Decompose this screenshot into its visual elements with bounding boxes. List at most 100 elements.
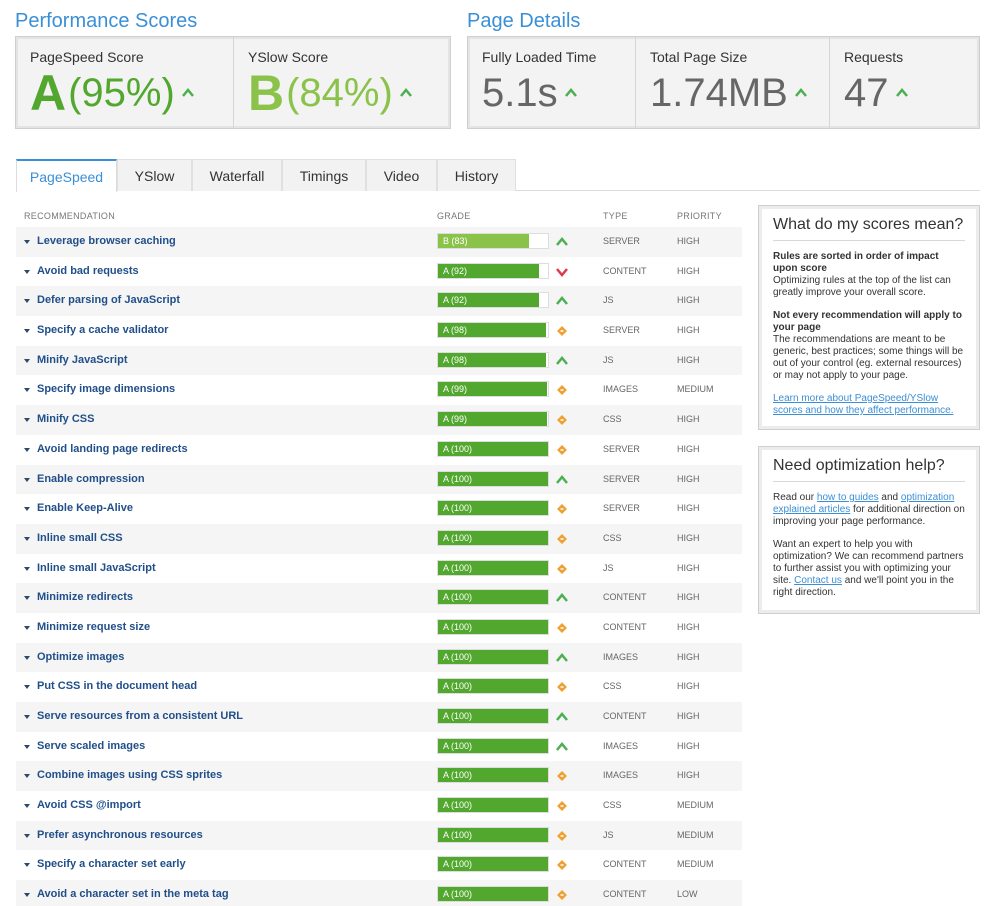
trend-up-icon [556, 741, 568, 751]
recommendation-row[interactable]: Enable Keep-Alive A (100) SERVER HIGH [16, 494, 742, 524]
recommendation-name[interactable]: Specify a cache validator [37, 324, 169, 337]
expand-caret-icon[interactable] [24, 655, 30, 660]
recommendation-name[interactable]: Inline small JavaScript [37, 561, 156, 574]
recommendation-name[interactable]: Specify a character set early [37, 858, 186, 871]
recommendation-row[interactable]: Combine images using CSS sprites A (100) I… [16, 761, 742, 792]
expand-caret-icon[interactable] [24, 507, 30, 512]
recommendation-name[interactable]: Serve scaled images [37, 739, 146, 752]
expand-caret-icon[interactable] [24, 596, 30, 601]
recommendation-row[interactable]: Serve resources from a consistent URL A (… [16, 702, 742, 732]
recommendation-name[interactable]: Optimize images [37, 650, 125, 663]
recommendation-row[interactable]: Minify JavaScript A (98) JS HIGH [16, 345, 742, 376]
recommendation-row[interactable]: Inline small CSS A (100) CSS HIGH [16, 523, 742, 554]
recommendation-name[interactable]: Enable compression [37, 472, 145, 485]
learn-more-link[interactable]: Learn more about PageSpeed/YSlow scores … [773, 393, 954, 416]
recommendation-name[interactable]: Inline small CSS [37, 531, 123, 544]
expand-caret-icon[interactable] [24, 299, 30, 304]
recommendation-row[interactable]: Optimize images A (100) IMAGES HIGH [16, 642, 742, 673]
recommendation-priority: HIGH [677, 562, 700, 573]
grade-bar: A (100) [438, 560, 548, 575]
tab-video[interactable]: Video [366, 159, 437, 191]
recommendation-name[interactable]: Minimize request size [37, 620, 151, 633]
expand-caret-icon[interactable] [24, 744, 30, 749]
optimization-articles-link[interactable]: optimization explained articles [773, 492, 955, 515]
grade-bar: A (100) [438, 738, 548, 753]
expand-caret-icon[interactable] [24, 893, 30, 898]
tab-waterfall[interactable]: Waterfall [192, 159, 282, 191]
grade-bar: A (100) [438, 590, 548, 605]
recommendation-name[interactable]: Minify JavaScript [37, 353, 128, 366]
expand-caret-icon[interactable] [24, 566, 30, 571]
expand-caret-icon[interactable] [24, 774, 30, 779]
recommendation-row[interactable]: Inline small JavaScript A (100) JS HIGH [16, 554, 742, 584]
scores-explainer-bold-2: Not every recommendation will apply to y… [773, 310, 962, 333]
help-text: for additional direction on improving yo… [773, 504, 965, 527]
recommendation-name[interactable]: Combine images using CSS sprites [37, 769, 223, 782]
recommendation-name[interactable]: Defer parsing of JavaScript [37, 294, 181, 307]
recommendation-name[interactable]: Leverage browser caching [37, 235, 176, 247]
recommendation-row[interactable]: Avoid bad requests A (92) CONTENT HIGH [16, 257, 742, 287]
expand-caret-icon[interactable] [24, 388, 30, 393]
recommendation-priority: MEDIUM [677, 384, 714, 395]
recommendation-row[interactable]: Minimize request size A (100) CONTENT HIGH [16, 613, 742, 643]
recommendation-row[interactable]: Avoid landing page redirects A (100) SERVE… [16, 435, 742, 465]
expand-caret-icon[interactable] [24, 804, 30, 809]
recommendation-name[interactable]: Put CSS in the document head [37, 680, 198, 693]
recommendation-name[interactable]: Avoid landing page redirects [37, 442, 188, 455]
recommendation-name[interactable]: Minify CSS [37, 413, 95, 426]
expand-caret-icon[interactable] [24, 536, 30, 541]
contact-us-link[interactable]: Contact us [794, 575, 842, 586]
expand-caret-icon[interactable] [24, 863, 30, 868]
expand-caret-icon[interactable] [24, 269, 30, 274]
recommendation-row[interactable]: Leverage browser caching B (83) SERVER HIGH [16, 227, 742, 257]
tab-history[interactable]: History [437, 159, 516, 191]
expand-caret-icon[interactable] [24, 358, 30, 363]
recommendation-name[interactable]: Prefer asynchronous resources [37, 828, 203, 841]
recommendation-row[interactable]: Minify CSS A (99) CSS HIGH [16, 405, 742, 435]
recommendation-row[interactable]: Avoid CSS @import A (100) CSS MEDIUM [16, 791, 742, 821]
recommendation-row[interactable]: Minimize redirects A (100) CONTENT HIGH [16, 583, 742, 613]
expand-caret-icon[interactable] [24, 447, 30, 452]
grade-bar: A (98) [438, 323, 546, 338]
performance-scores-title: Performance Scores [15, 10, 198, 32]
expand-caret-icon[interactable] [24, 240, 30, 244]
recommendation-row[interactable]: Defer parsing of JavaScript A (92) JS HIGH [16, 286, 742, 317]
expand-caret-icon[interactable] [24, 685, 30, 690]
scores-explainer-paragraph-2: Not every recommendation will apply to y… [773, 310, 965, 382]
trend-unchanged-icon [557, 830, 567, 841]
recommendation-name[interactable]: Avoid bad requests [37, 264, 139, 277]
recommendation-row[interactable]: Specify a character set early A (100) CONT… [16, 850, 742, 880]
recommendation-row[interactable]: Prefer asynchronous resources A (100) JS ME… [16, 820, 742, 851]
recommendation-name[interactable]: Avoid a character set in the meta tag [37, 888, 229, 901]
how-to-guides-link[interactable]: how to guides [816, 492, 879, 503]
recommendation-name[interactable]: Specify image dimensions [37, 383, 176, 396]
recommendation-name[interactable]: Serve resources from a consistent URL [37, 710, 244, 722]
expand-caret-icon[interactable] [24, 715, 30, 719]
tab-timings[interactable]: Timings [282, 159, 366, 191]
recommendation-row[interactable]: Enable compression A (100) SERVER HIGH [16, 464, 742, 495]
recommendation-name[interactable]: Avoid CSS @import [37, 799, 141, 812]
recommendation-row[interactable]: Specify a cache validator A (98) SERVER HIG… [16, 316, 742, 346]
recommendation-type: JS [603, 562, 614, 573]
recommendation-row[interactable]: Put CSS in the document head A (100) CSS HI… [16, 672, 742, 702]
expand-caret-icon[interactable] [24, 625, 30, 630]
tab-yslow[interactable]: YSlow [117, 159, 192, 191]
recommendation-priority: HIGH [677, 354, 700, 365]
trend-unchanged-icon [557, 326, 567, 337]
recommendation-row[interactable]: Specify image dimensions A (99) IMAGES MEDI… [16, 375, 742, 405]
grade-bar: A (100) [438, 649, 548, 664]
recommendation-type: CONTENT [603, 265, 647, 276]
tab-pagespeed[interactable]: PageSpeed [16, 159, 117, 192]
total-page-size: Total Page Size 1.74MB [636, 37, 830, 128]
expand-caret-icon[interactable] [24, 329, 30, 334]
expand-caret-icon[interactable] [24, 418, 30, 423]
recommendation-row[interactable]: Avoid a character set in the meta tag A (… [16, 880, 742, 906]
grade-bar: A (92) [438, 263, 540, 278]
recommendation-name[interactable]: Enable Keep-Alive [37, 502, 133, 515]
recommendation-name[interactable]: Minimize redirects [37, 591, 133, 604]
expand-caret-icon[interactable] [24, 833, 30, 838]
recommendation-type: SERVER [603, 236, 640, 246]
expand-caret-icon[interactable] [24, 477, 30, 482]
grade-bar: A (100) [438, 619, 548, 634]
recommendation-row[interactable]: Serve scaled images A (100) IMAGES HIGH [16, 732, 742, 762]
